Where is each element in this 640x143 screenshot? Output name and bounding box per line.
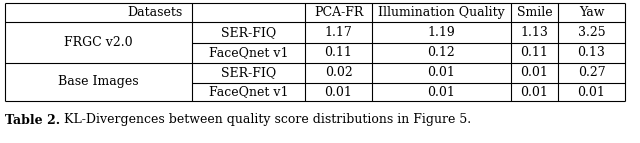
Text: SER-FIQ: SER-FIQ xyxy=(221,66,276,80)
Text: 0.01: 0.01 xyxy=(324,86,353,99)
Text: 0.01: 0.01 xyxy=(520,86,548,99)
Text: 0.11: 0.11 xyxy=(520,46,548,59)
Text: 0.13: 0.13 xyxy=(577,46,605,59)
Text: 1.19: 1.19 xyxy=(428,26,456,39)
Text: KL-Divergences between quality score distributions in Figure 5.: KL-Divergences between quality score dis… xyxy=(60,114,471,127)
Text: 0.01: 0.01 xyxy=(520,66,548,80)
Text: PCA-FR: PCA-FR xyxy=(314,6,363,19)
Text: 3.25: 3.25 xyxy=(578,26,605,39)
Text: 1.17: 1.17 xyxy=(324,26,353,39)
Text: Table 2.: Table 2. xyxy=(5,114,60,127)
Text: Datasets: Datasets xyxy=(127,6,182,19)
Text: 1.13: 1.13 xyxy=(520,26,548,39)
Text: FaceQnet v1: FaceQnet v1 xyxy=(209,46,288,59)
Text: 0.12: 0.12 xyxy=(428,46,456,59)
Text: Base Images: Base Images xyxy=(58,76,139,89)
Text: Yaw: Yaw xyxy=(579,6,604,19)
Text: 0.01: 0.01 xyxy=(577,86,605,99)
Text: 0.11: 0.11 xyxy=(324,46,353,59)
Text: 0.27: 0.27 xyxy=(578,66,605,80)
Text: SER-FIQ: SER-FIQ xyxy=(221,26,276,39)
Text: 0.01: 0.01 xyxy=(428,86,456,99)
Text: FRGC v2.0: FRGC v2.0 xyxy=(64,36,133,49)
Text: Illumination Quality: Illumination Quality xyxy=(378,6,505,19)
Text: 0.01: 0.01 xyxy=(428,66,456,80)
Text: 0.02: 0.02 xyxy=(324,66,353,80)
Text: FaceQnet v1: FaceQnet v1 xyxy=(209,86,288,99)
Text: Smile: Smile xyxy=(516,6,552,19)
